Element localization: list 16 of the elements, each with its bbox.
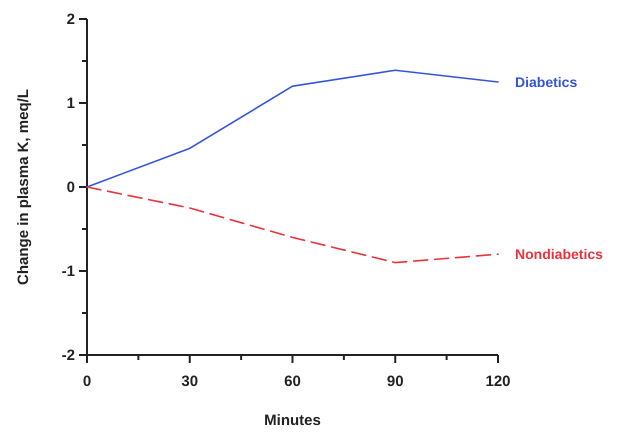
x-axis-title: Minutes <box>264 412 321 429</box>
y-tick-label: 0 <box>66 179 75 196</box>
line-series <box>86 69 499 188</box>
y-tick-label: 1 <box>66 95 75 112</box>
x-tick-label: 120 <box>485 373 511 390</box>
y-axis-title: Change in plasma K, meq/L <box>15 89 32 285</box>
series-label: Diabetics <box>515 74 578 90</box>
series-label: Nondiabetics <box>515 246 604 262</box>
x-tick-label: 60 <box>284 373 301 390</box>
x-tick-label: 90 <box>386 373 404 390</box>
y-tick-label: -1 <box>62 263 75 280</box>
y-tick-label: 2 <box>66 11 75 28</box>
line-series <box>86 186 499 264</box>
x-tick-label: 0 <box>82 373 92 390</box>
y-tick-label: -2 <box>62 347 75 364</box>
x-tick-label: 30 <box>181 373 198 390</box>
